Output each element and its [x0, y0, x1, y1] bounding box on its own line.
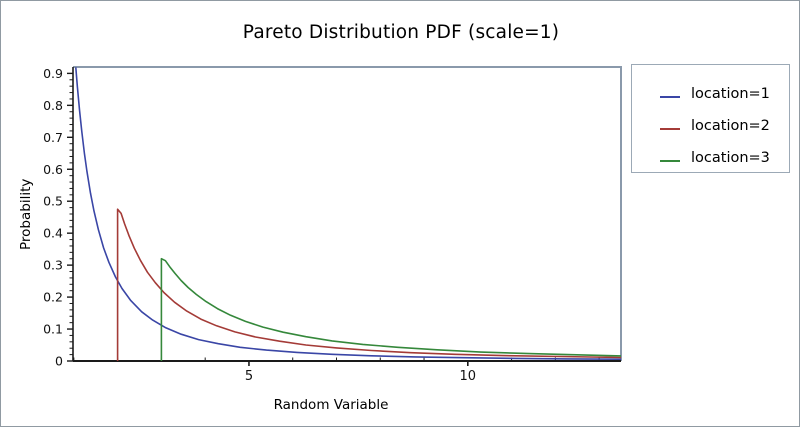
legend-label-location-1: location=1 [691, 86, 770, 102]
svg-text:10: 10 [460, 369, 477, 384]
legend-label-location-2: location=2 [691, 118, 770, 134]
legend-item-location-3: location=3 [632, 142, 789, 174]
legend-swatch-location-1-icon [660, 95, 680, 98]
svg-text:0.1: 0.1 [43, 322, 63, 337]
legend: location=1 location=2 location=3 [631, 64, 790, 173]
svg-text:0.3: 0.3 [43, 258, 63, 273]
svg-text:0: 0 [55, 354, 63, 369]
legend-label-location-3: location=3 [691, 150, 770, 166]
svg-text:0.6: 0.6 [43, 162, 63, 177]
chart-title: Pareto Distribution PDF (scale=1) [242, 22, 560, 43]
legend-swatch-location-2-icon [660, 127, 680, 130]
legend-item-location-2: location=2 [632, 110, 789, 142]
svg-text:0.7: 0.7 [43, 130, 63, 145]
svg-text:5: 5 [245, 369, 253, 384]
svg-text:0.2: 0.2 [43, 290, 63, 305]
svg-text:0.8: 0.8 [43, 98, 63, 113]
x-axis-title: Random Variable [273, 397, 389, 413]
legend-item-location-1: location=1 [632, 78, 789, 110]
svg-text:0.4: 0.4 [43, 226, 63, 241]
y-axis-title: Probability [18, 178, 34, 250]
svg-text:0.5: 0.5 [43, 194, 63, 209]
svg-text:0.9: 0.9 [43, 66, 63, 81]
legend-swatch-location-3-icon [660, 159, 680, 162]
